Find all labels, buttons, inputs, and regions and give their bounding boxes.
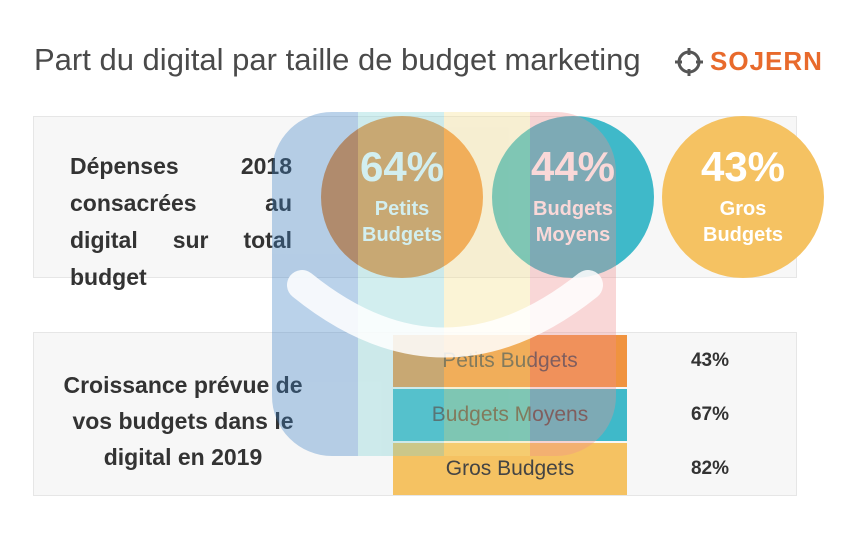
circle-gros-budgets: 43% Gros Budgets (662, 116, 824, 278)
circle-value: 64% (359, 143, 445, 190)
circle-label: Budgets Moyens (533, 198, 613, 246)
bar-petits-budgets: Petits Budgets (393, 335, 627, 387)
circle-label: Petits Budgets (362, 198, 442, 246)
brand-name: SOJERN (710, 46, 823, 76)
circle-budgets-moyens: 44% Budgets Moyens (492, 116, 654, 278)
bar-gros-budgets: Gros Budgets (393, 443, 627, 495)
growth-value: 67% (690, 404, 730, 425)
page-title: Part du digital par taille de budget mar… (34, 42, 641, 77)
growth-label: Croissance prévue de vos budgets dans le… (63, 372, 303, 470)
growth-value: 43% (690, 350, 730, 371)
compass-target-icon (675, 47, 703, 76)
circle-value: 44% (530, 143, 616, 190)
growth-value: 82% (690, 458, 730, 479)
circle-value: 43% (700, 143, 786, 190)
circle-label: Gros Budgets (703, 198, 783, 246)
brand-logo: SOJERN (674, 46, 823, 77)
bar-budgets-moyens: Budgets Moyens (393, 389, 627, 441)
spend-label: Dépenses 2018 consacrées au digital sur … (70, 153, 292, 290)
circle-petits-budgets: 64% Petits Budgets (321, 116, 483, 278)
